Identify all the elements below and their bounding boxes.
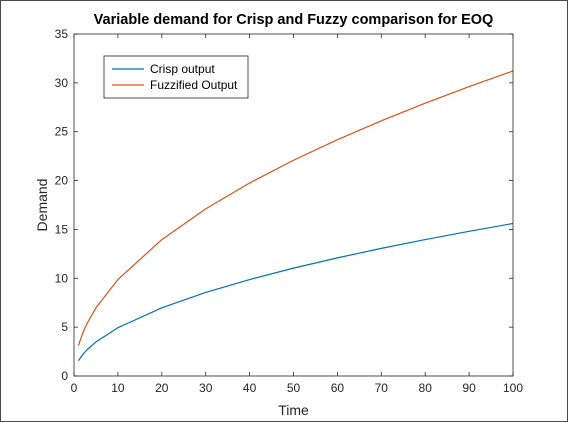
y-tick-label: 35 [55, 27, 69, 41]
x-tick-label: 0 [71, 381, 78, 395]
y-tick-label: 5 [61, 320, 68, 334]
x-axis-label: Time [278, 402, 309, 418]
legend-box [103, 55, 249, 99]
x-axis-ticks: 0 10 20 30 40 50 60 70 80 90 100 [71, 34, 523, 395]
chart-title: Variable demand for Crisp and Fuzzy comp… [94, 12, 494, 28]
x-tick-label: 90 [462, 381, 476, 395]
y-tick-label: 15 [55, 222, 69, 236]
series-line-fuzzified-output [77, 70, 514, 346]
x-tick-label: 30 [199, 381, 213, 395]
y-axis-label: Demand [34, 179, 50, 232]
series-line-crisp-output [77, 222, 514, 362]
legend-label-crisp-output: Crisp output [150, 62, 215, 76]
x-tick-label: 60 [331, 381, 345, 395]
x-tick-label: 70 [375, 381, 389, 395]
y-tick-label: 0 [61, 369, 68, 383]
x-tick-label: 80 [419, 381, 433, 395]
y-axis-ticks: 0 5 10 15 20 25 30 35 [55, 27, 513, 383]
legend-label-fuzzified-output: Fuzzified Output [150, 78, 238, 92]
x-tick-label: 100 [503, 381, 523, 395]
y-tick-label: 20 [55, 174, 69, 188]
series-lines [77, 70, 514, 362]
y-tick-label: 25 [55, 125, 69, 139]
x-tick-label: 50 [287, 381, 301, 395]
x-tick-label: 40 [243, 381, 257, 395]
x-tick-label: 10 [111, 381, 125, 395]
y-tick-label: 30 [55, 76, 69, 90]
y-tick-label: 10 [55, 271, 69, 285]
legend: Crisp output Fuzzified Output [103, 55, 249, 99]
x-tick-label: 20 [155, 381, 169, 395]
plot-border [73, 33, 514, 377]
